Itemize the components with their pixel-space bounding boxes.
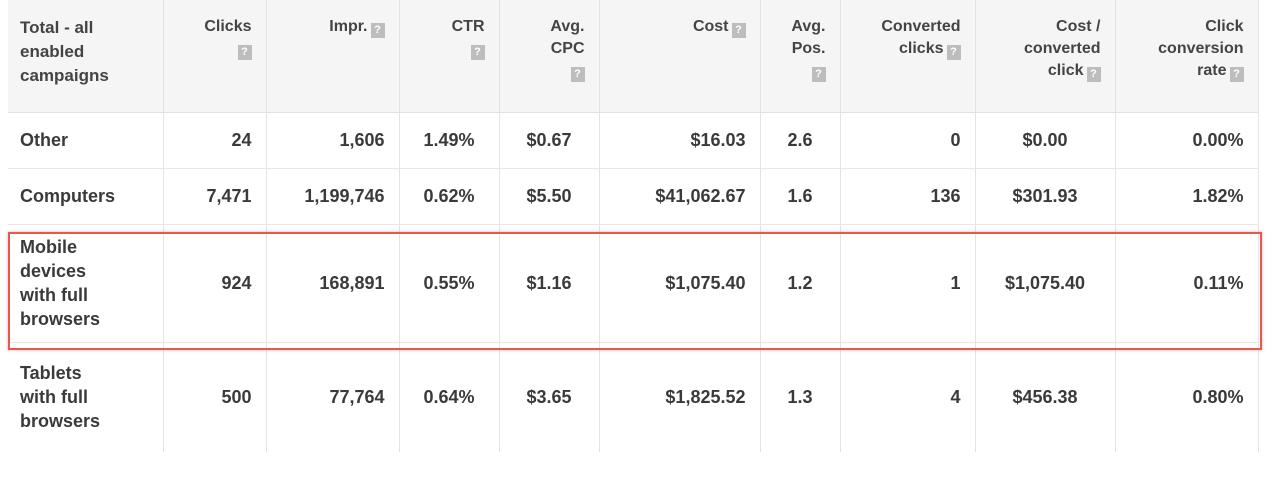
cell-converted-clicks: 136 xyxy=(840,168,976,225)
cell-cost: $1,075.40 xyxy=(599,224,761,343)
column-header-segment[interactable]: Total - all enabled campaigns xyxy=(8,0,164,113)
row-segment: Tablets with full browsers xyxy=(8,342,164,452)
column-header-clicks[interactable]: Clicks? xyxy=(163,0,267,113)
cell-clicks: 7,471 xyxy=(163,168,267,225)
cell-avg-pos: 1.3 xyxy=(760,342,841,452)
cell-avg-pos: 1.2 xyxy=(760,224,841,343)
cell-click-conversion-rate: 0.11% xyxy=(1115,224,1259,343)
cell-impr: 1,606 xyxy=(266,112,400,169)
column-header-impr[interactable]: Impr.? xyxy=(266,0,400,113)
cell-cost: $16.03 xyxy=(599,112,761,169)
row-segment: Other xyxy=(8,112,164,169)
column-header-cost[interactable]: Cost? xyxy=(599,0,761,113)
table-row: Tablets with full browsers 500 77,764 0.… xyxy=(8,342,1259,452)
cell-cost-per-converted-click: $1,075.40 xyxy=(975,224,1116,343)
table-row-highlighted: Mobile devices with full browsers 924 16… xyxy=(8,224,1259,343)
help-icon[interactable]: ? xyxy=(811,67,826,82)
cell-avg-pos: 2.6 xyxy=(760,112,841,169)
cell-converted-clicks: 1 xyxy=(840,224,976,343)
column-header-avg-cpc[interactable]: Avg. CPC? xyxy=(499,0,600,113)
cell-converted-clicks: 4 xyxy=(840,342,976,452)
cell-cost-per-converted-click: $301.93 xyxy=(975,168,1116,225)
column-header-cost-per-converted-click[interactable]: Cost / converted click? xyxy=(975,0,1116,113)
cell-ctr: 1.49% xyxy=(399,112,500,169)
column-header-click-conversion-rate[interactable]: Click conversion rate? xyxy=(1115,0,1259,113)
help-icon[interactable]: ? xyxy=(370,23,385,38)
row-segment: Mobile devices with full browsers xyxy=(8,224,164,343)
cell-avg-cpc: $0.67 xyxy=(499,112,600,169)
cell-impr: 77,764 xyxy=(266,342,400,452)
cell-cost-per-converted-click: $0.00 xyxy=(975,112,1116,169)
cell-avg-cpc: $5.50 xyxy=(499,168,600,225)
help-icon[interactable]: ? xyxy=(731,23,746,38)
cell-ctr: 0.62% xyxy=(399,168,500,225)
cell-ctr: 0.64% xyxy=(399,342,500,452)
help-icon[interactable]: ? xyxy=(470,45,485,60)
header-row: Total - all enabled campaigns Clicks? Im… xyxy=(8,0,1259,113)
column-header-avg-pos[interactable]: Avg. Pos.? xyxy=(760,0,841,113)
cell-avg-cpc: $1.16 xyxy=(499,224,600,343)
table-row: Other 24 1,606 1.49% $0.67 $16.03 2.6 0 … xyxy=(8,112,1259,169)
device-performance-table: Total - all enabled campaigns Clicks? Im… xyxy=(8,0,1259,452)
table-row: Computers 7,471 1,199,746 0.62% $5.50 $4… xyxy=(8,168,1259,225)
cell-clicks: 500 xyxy=(163,342,267,452)
cell-click-conversion-rate: 0.80% xyxy=(1115,342,1259,452)
help-icon[interactable]: ? xyxy=(1086,67,1101,82)
cell-click-conversion-rate: 1.82% xyxy=(1115,168,1259,225)
cell-clicks: 924 xyxy=(163,224,267,343)
column-header-ctr[interactable]: CTR? xyxy=(399,0,500,113)
column-header-converted-clicks[interactable]: Converted clicks? xyxy=(840,0,976,113)
cell-avg-pos: 1.6 xyxy=(760,168,841,225)
help-icon[interactable]: ? xyxy=(237,45,252,60)
cell-impr: 1,199,746 xyxy=(266,168,400,225)
cell-cost-per-converted-click: $456.38 xyxy=(975,342,1116,452)
cell-avg-cpc: $3.65 xyxy=(499,342,600,452)
cell-clicks: 24 xyxy=(163,112,267,169)
cell-cost: $1,825.52 xyxy=(599,342,761,452)
help-icon[interactable]: ? xyxy=(1229,67,1244,82)
help-icon[interactable]: ? xyxy=(570,67,585,82)
help-icon[interactable]: ? xyxy=(946,45,961,60)
cell-ctr: 0.55% xyxy=(399,224,500,343)
row-segment: Computers xyxy=(8,168,164,225)
cell-converted-clicks: 0 xyxy=(840,112,976,169)
cell-click-conversion-rate: 0.00% xyxy=(1115,112,1259,169)
cell-impr: 168,891 xyxy=(266,224,400,343)
cell-cost: $41,062.67 xyxy=(599,168,761,225)
